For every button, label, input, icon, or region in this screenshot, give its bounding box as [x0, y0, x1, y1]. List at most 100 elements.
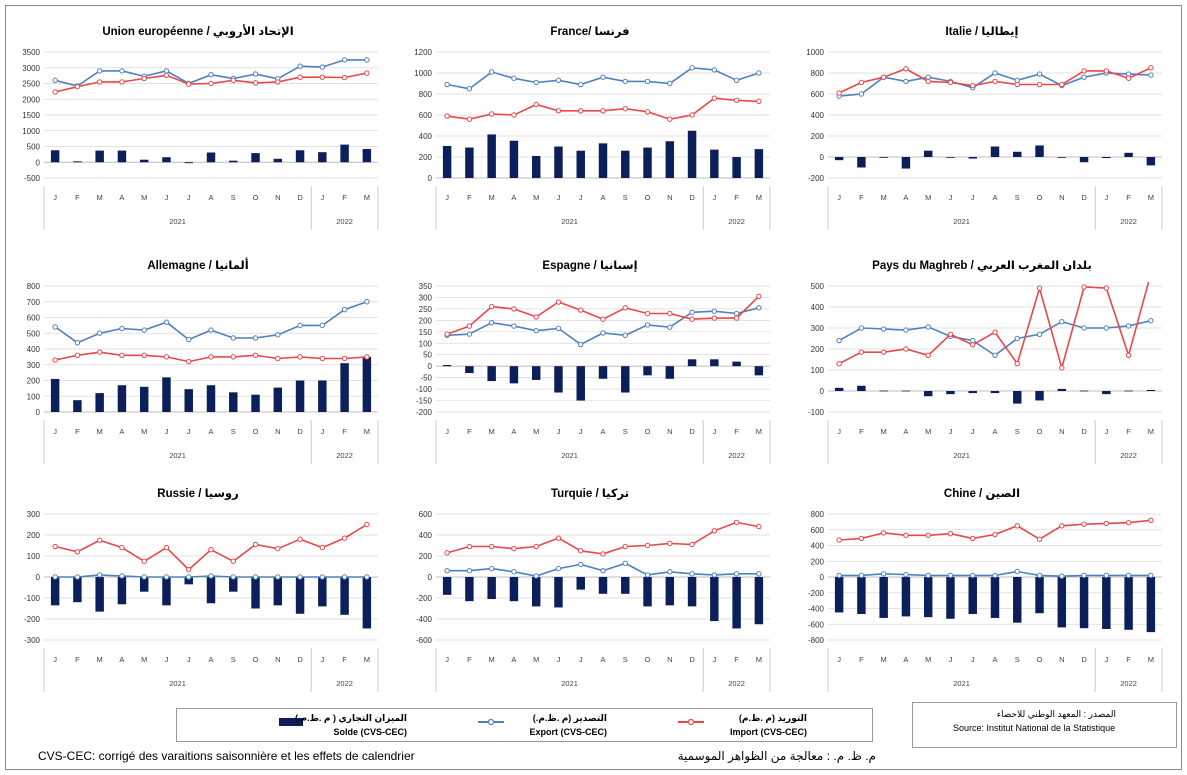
x-tick-label: J: [187, 427, 191, 436]
import-point: [903, 532, 909, 538]
export-point: [992, 352, 998, 359]
export-point: [1081, 74, 1087, 80]
import-point: [275, 79, 281, 85]
export-point: [578, 561, 584, 568]
x-tick-label: J: [445, 655, 449, 664]
export-point: [119, 68, 125, 74]
export-point: [644, 322, 651, 328]
x-tick-label: D: [1081, 655, 1087, 664]
solde-bar: [923, 391, 933, 397]
import-point: [74, 352, 81, 359]
x-tick-label: N: [667, 655, 672, 664]
export-point: [1059, 319, 1065, 325]
solde-bar: [1035, 145, 1044, 157]
x-tick-label: F: [734, 193, 739, 202]
solde-bar: [576, 577, 585, 590]
solde-bar: [531, 155, 541, 178]
import-point: [297, 354, 303, 360]
chart-panel: France/ فرنسا 0 200 400 600 800 1000 1200 J F M A M J…: [400, 18, 780, 243]
x-tick-label: N: [275, 193, 280, 202]
x-tick-label: J: [949, 655, 953, 664]
x-tick-label: M: [489, 193, 495, 202]
x-tick-label: A: [119, 427, 124, 436]
x-tick-label: J: [557, 655, 561, 664]
year-label: 2021: [953, 679, 970, 688]
x-tick-label: A: [992, 193, 997, 202]
x-tick-label: F: [75, 193, 80, 202]
source-box: المصدر : المعهد الوطني للاحصاء Source: I…: [912, 702, 1177, 748]
x-tick-label: F: [734, 655, 739, 664]
solde-bar: [665, 141, 675, 178]
y-tick-label: -200: [416, 594, 433, 603]
solde-bar: [879, 157, 888, 158]
y-tick-label: -600: [808, 620, 825, 629]
y-tick-label: 1500: [22, 111, 40, 120]
solde-bar: [643, 577, 652, 607]
solde-bar: [857, 385, 866, 391]
x-tick-label: F: [342, 193, 347, 202]
solde-bar: [598, 577, 608, 594]
import-point: [96, 349, 103, 355]
solde-bar: [184, 389, 193, 412]
y-tick-label: -100: [808, 408, 825, 417]
y-tick-label: 100: [419, 339, 433, 348]
y-tick-label: -200: [416, 408, 433, 417]
y-tick-label: 800: [811, 510, 825, 519]
solde-bar: [923, 150, 933, 157]
export-point: [119, 325, 125, 332]
import-point: [689, 541, 695, 548]
import-point: [947, 530, 954, 537]
solde-bar: [1079, 390, 1089, 392]
import-point: [511, 306, 517, 312]
y-tick-label: 0: [428, 573, 433, 582]
y-tick-label: 3000: [22, 64, 40, 73]
legend-solde-swatch: [279, 718, 303, 726]
export-point: [533, 327, 539, 334]
solde-bar: [509, 140, 519, 178]
x-tick-label: M: [1148, 427, 1154, 436]
import-point: [1059, 81, 1065, 88]
solde-bar: [732, 361, 741, 367]
import-point: [880, 74, 887, 80]
export-point: [533, 573, 539, 579]
y-tick-label: -100: [24, 594, 41, 603]
solde-bar: [206, 152, 216, 163]
x-tick-label: M: [533, 427, 539, 436]
export-point: [319, 322, 326, 329]
import-series: [444, 95, 762, 122]
import-point: [1036, 81, 1043, 88]
solde-bar: [1013, 391, 1022, 404]
solde-bar: [901, 577, 911, 617]
solde-bar: [946, 157, 955, 158]
import-point: [119, 352, 125, 359]
export-point: [52, 574, 58, 580]
solde-bar: [162, 377, 171, 412]
export-point: [319, 574, 326, 580]
y-tick-label: -300: [24, 636, 41, 645]
x-tick-label: F: [467, 427, 472, 436]
import-point: [1149, 271, 1153, 275]
y-tick-label: 350: [419, 282, 433, 291]
import-line: [446, 295, 760, 335]
import-point: [230, 77, 236, 84]
import-series: [444, 519, 762, 557]
export-point: [858, 572, 865, 579]
solde-bar: [117, 385, 127, 412]
export-point: [667, 80, 673, 87]
y-tick-label: 200: [419, 552, 433, 561]
solde-bar: [117, 150, 127, 163]
import-point: [858, 79, 865, 86]
export-point: [96, 330, 103, 336]
y-tick-label: 3500: [22, 48, 40, 57]
y-tick-label: 300: [27, 361, 41, 370]
chart-svg: Italie / إيطاليا -200 0 200 400 600 800 1000 J F M…: [806, 26, 1163, 230]
solde-bar: [554, 146, 563, 178]
import-point: [1014, 361, 1020, 367]
export-point: [252, 574, 259, 580]
export-series: [52, 572, 370, 580]
export-point: [578, 81, 584, 88]
export-point: [622, 560, 628, 567]
import-point: [488, 303, 495, 310]
y-tick-label: -100: [416, 385, 433, 394]
export-point: [186, 574, 192, 580]
